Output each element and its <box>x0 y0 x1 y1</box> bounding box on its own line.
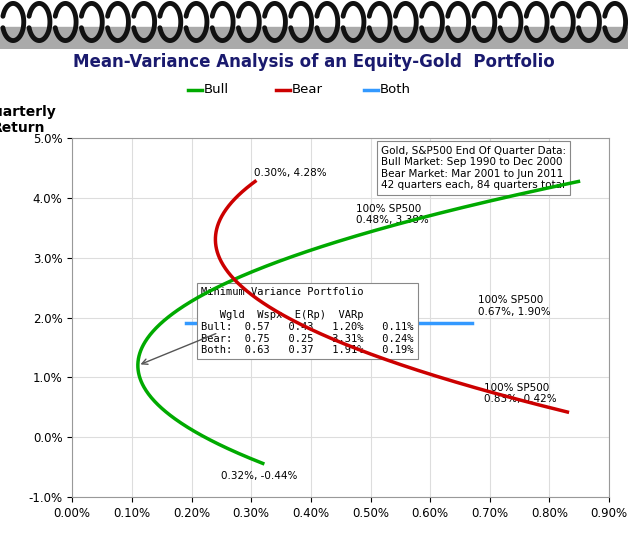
Text: Bull: Bull <box>204 83 229 96</box>
Text: Minimum Variance Portfolio

   Wgld  Wspx  E(Rp)  VARp
Bull:  0.57   0.43   1.20: Minimum Variance Portfolio Wgld Wspx E(R… <box>201 287 414 355</box>
Text: 0.30%, 4.28%: 0.30%, 4.28% <box>254 168 327 178</box>
Text: 100% SP500
0.67%, 1.90%: 100% SP500 0.67%, 1.90% <box>478 295 551 317</box>
Text: Quarterly
Return: Quarterly Return <box>0 105 56 135</box>
Text: Mean-Variance Analysis of an Equity-Gold  Portfolio: Mean-Variance Analysis of an Equity-Gold… <box>73 53 555 72</box>
Text: Gold, S&P500 End Of Quarter Data:
Bull Market: Sep 1990 to Dec 2000
Bear Market:: Gold, S&P500 End Of Quarter Data: Bull M… <box>381 146 566 191</box>
Text: 100% SP500
0.83%, 0.42%: 100% SP500 0.83%, 0.42% <box>484 383 556 405</box>
Bar <box>0 27 628 49</box>
Text: 100% SP500
0.48%, 3.38%: 100% SP500 0.48%, 3.38% <box>355 204 428 225</box>
Text: Bear: Bear <box>292 83 323 96</box>
Text: 0.32%, -0.44%: 0.32%, -0.44% <box>221 471 298 481</box>
Text: Both: Both <box>380 83 411 96</box>
